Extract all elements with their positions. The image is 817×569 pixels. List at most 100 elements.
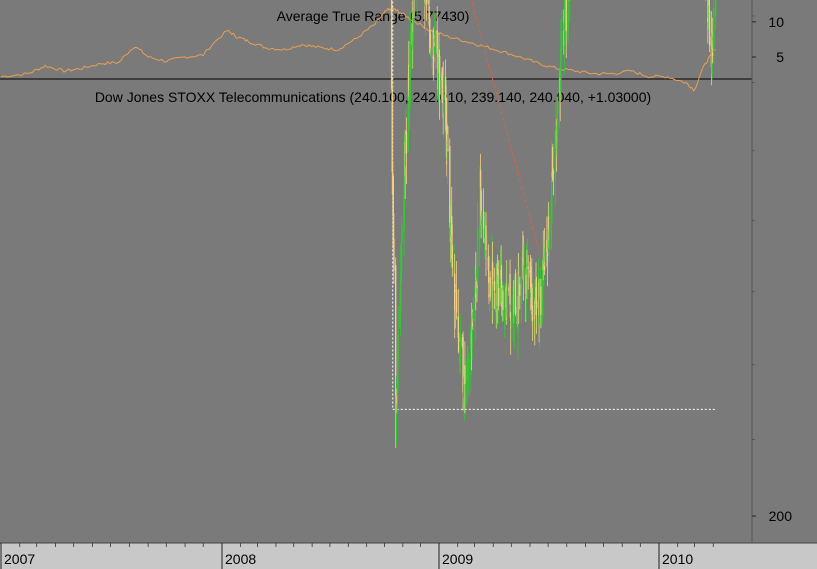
candle-body-down	[449, 146, 451, 223]
candle-body-down	[390, 0, 393, 89]
candle-body-up	[395, 395, 397, 441]
candle-body-down	[441, 70, 444, 88]
candle-body-up	[400, 247, 403, 275]
atr-title: Average True Range (5.77430)	[277, 8, 470, 24]
candle-body-down	[472, 319, 474, 327]
candle-body-up	[523, 265, 525, 279]
bottom-axis-panel	[0, 543, 817, 569]
candle-body-down	[711, 40, 714, 56]
candle-body-down	[430, 43, 432, 52]
candle-body-down	[392, 176, 394, 248]
candle-body-down	[433, 56, 435, 62]
candle-body-down	[519, 283, 521, 296]
candle-body-down	[509, 274, 511, 305]
x-tick-label: 2009	[442, 551, 473, 567]
candle-body-up	[409, 34, 412, 74]
candle-body-down	[551, 171, 553, 178]
candle-body-up	[518, 273, 520, 293]
candle-body-up	[510, 321, 512, 328]
candle-body-down	[485, 225, 487, 250]
candle-body-up	[470, 328, 472, 375]
candle-body-down	[531, 283, 533, 309]
candle-body-up	[430, 48, 432, 59]
candle-body-down	[438, 56, 441, 95]
candle-body-down	[708, 0, 710, 6]
candle-body-up	[487, 247, 489, 260]
candle-body-up	[408, 90, 411, 106]
candle-body-down	[429, 30, 431, 45]
candle-body-down	[482, 211, 485, 229]
candle-body-down	[405, 131, 408, 154]
candle-body-up	[506, 290, 508, 317]
candle-body-down	[535, 287, 537, 304]
candle-body-down	[428, 0, 430, 5]
atr-tick-label: 10	[768, 14, 784, 30]
candle-body-up	[560, 47, 562, 93]
candle-body-up	[715, 0, 717, 17]
candle-body-down	[479, 170, 482, 188]
candle-body-down	[444, 77, 447, 102]
candle-body-down	[454, 311, 456, 318]
candle-body-up	[481, 220, 483, 225]
candle-body-down	[531, 305, 534, 321]
candle-body-up	[476, 227, 479, 282]
candle-body-up	[504, 292, 506, 324]
candle-body-down	[396, 389, 398, 404]
candle-body-down	[498, 288, 500, 306]
candle-body-up	[399, 273, 402, 316]
candle-body-up	[412, 0, 415, 31]
atr-ticks: 5 10	[752, 14, 784, 65]
candle-body-down	[457, 316, 459, 338]
candle-body-up	[463, 384, 465, 398]
candle-body-down	[708, 9, 711, 46]
candle-body-up	[521, 263, 523, 267]
candle-body-up	[548, 229, 550, 249]
atr-tick-label: 5	[776, 49, 784, 65]
candle-body-up	[437, 48, 440, 99]
candle-body-up	[526, 263, 529, 297]
x-tick-label: 2010	[662, 551, 693, 567]
candle-body-up	[443, 75, 445, 114]
candle-body-up	[551, 161, 553, 224]
candle-body-up	[560, 33, 563, 48]
candle-body-up	[539, 298, 541, 325]
candle-body-down	[488, 267, 490, 299]
candle-body-up	[492, 284, 494, 311]
price-ticks: 200250300350400	[752, 15, 793, 524]
candle-body-down	[487, 257, 490, 271]
candle-body-up	[467, 373, 469, 378]
candle-body-up	[517, 269, 519, 333]
candle-body-up	[564, 0, 566, 26]
candle-body-up	[468, 365, 470, 368]
candle-body-up	[493, 276, 495, 284]
candle-body-down	[546, 245, 549, 256]
candle-body-up	[401, 233, 403, 239]
candle-body-down	[393, 238, 395, 272]
candle-body-up	[544, 248, 546, 262]
candle-body-up	[399, 305, 401, 328]
candle-body-down	[462, 337, 464, 393]
candle-body-up	[555, 121, 557, 133]
candle-body-down	[447, 149, 449, 151]
candle-body-down	[540, 286, 542, 315]
x-tick-label: 2008	[225, 551, 256, 567]
candle-body-down	[391, 85, 393, 172]
candle-body-up	[474, 286, 476, 322]
candle-body-down	[493, 281, 496, 291]
candle-body-up	[397, 334, 399, 366]
price-tick-label: 200	[769, 508, 793, 524]
candle-body-up	[484, 226, 486, 239]
candle-body-up	[478, 232, 481, 237]
candle-body-down	[514, 273, 517, 314]
candle-body-down	[458, 339, 460, 352]
candle-body-down	[543, 257, 546, 271]
candle-body-down	[476, 280, 478, 288]
candle-body-up	[471, 315, 473, 348]
candle-body-up	[554, 131, 556, 179]
candle-body-down	[445, 106, 447, 133]
candle-body-up	[424, 0, 427, 7]
candle-body-down	[552, 172, 555, 174]
candle-body-up	[403, 195, 405, 233]
candle-body-up	[400, 277, 402, 282]
